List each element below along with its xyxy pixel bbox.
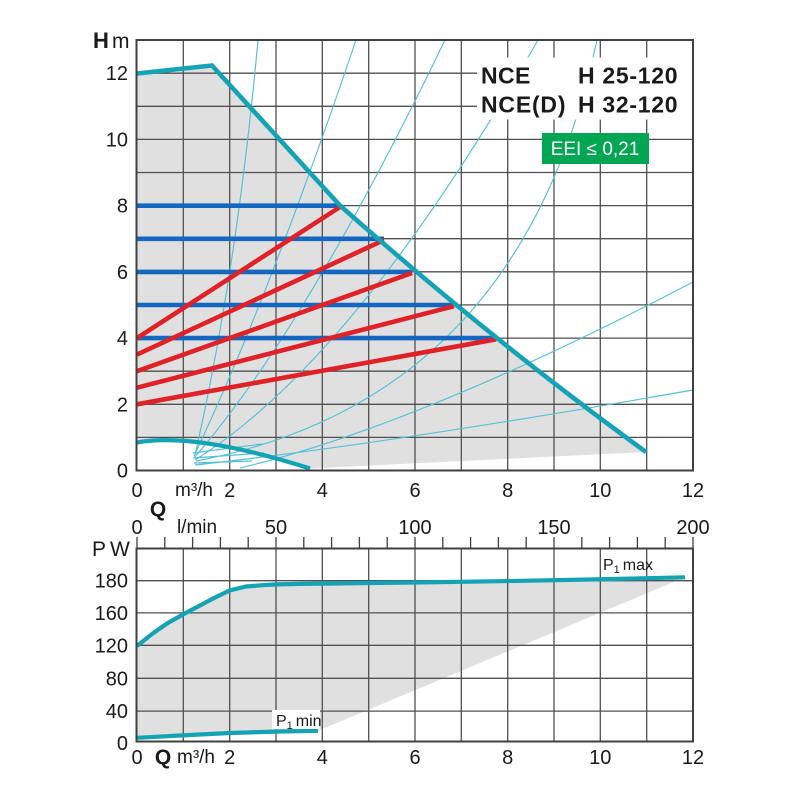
svg-text:NCE: NCE [481,63,531,89]
svg-text:10: 10 [106,129,128,151]
svg-text:160: 160 [95,603,128,625]
svg-text:4: 4 [317,747,328,769]
svg-text:H: H [93,28,109,53]
svg-text:m³/h: m³/h [177,747,215,768]
svg-text:6: 6 [409,747,420,769]
svg-text:0: 0 [131,747,142,769]
svg-text:4: 4 [317,480,328,502]
svg-text:10: 10 [589,747,611,769]
svg-text:H 25-120: H 25-120 [578,63,678,89]
svg-text:0: 0 [131,517,142,539]
svg-text:0: 0 [117,733,128,755]
svg-text:100: 100 [398,517,431,539]
svg-text:P: P [92,538,106,561]
svg-text:12: 12 [682,480,704,502]
svg-text:8: 8 [117,196,128,218]
svg-text:m³/h: m³/h [175,480,213,501]
svg-text:12: 12 [682,747,704,769]
svg-text:8: 8 [502,480,513,502]
svg-text:4: 4 [117,328,128,350]
svg-text:8: 8 [502,747,513,769]
svg-text:120: 120 [95,635,128,657]
svg-text:12: 12 [106,63,128,85]
svg-text:W: W [110,538,130,561]
svg-text:Q: Q [150,498,166,521]
svg-text:180: 180 [95,571,128,593]
svg-text:50: 50 [265,517,287,539]
svg-text:6: 6 [117,262,128,284]
svg-text:0: 0 [131,480,142,502]
svg-text:2: 2 [224,480,235,502]
svg-text:H 32-120: H 32-120 [578,92,678,118]
svg-text:0: 0 [117,461,128,483]
svg-text:10: 10 [589,480,611,502]
svg-text:2: 2 [224,747,235,769]
svg-text:l/min: l/min [177,517,217,538]
svg-text:80: 80 [106,668,128,690]
svg-text:200: 200 [676,517,709,539]
svg-text:6: 6 [409,480,420,502]
svg-text:m: m [112,30,130,53]
svg-text:40: 40 [106,701,128,723]
svg-text:NCE(D): NCE(D) [481,92,566,118]
svg-text:2: 2 [117,394,128,416]
svg-text:Q: Q [155,746,171,769]
svg-text:EEI ≤ 0,21: EEI ≤ 0,21 [551,139,640,160]
svg-text:150: 150 [537,517,570,539]
